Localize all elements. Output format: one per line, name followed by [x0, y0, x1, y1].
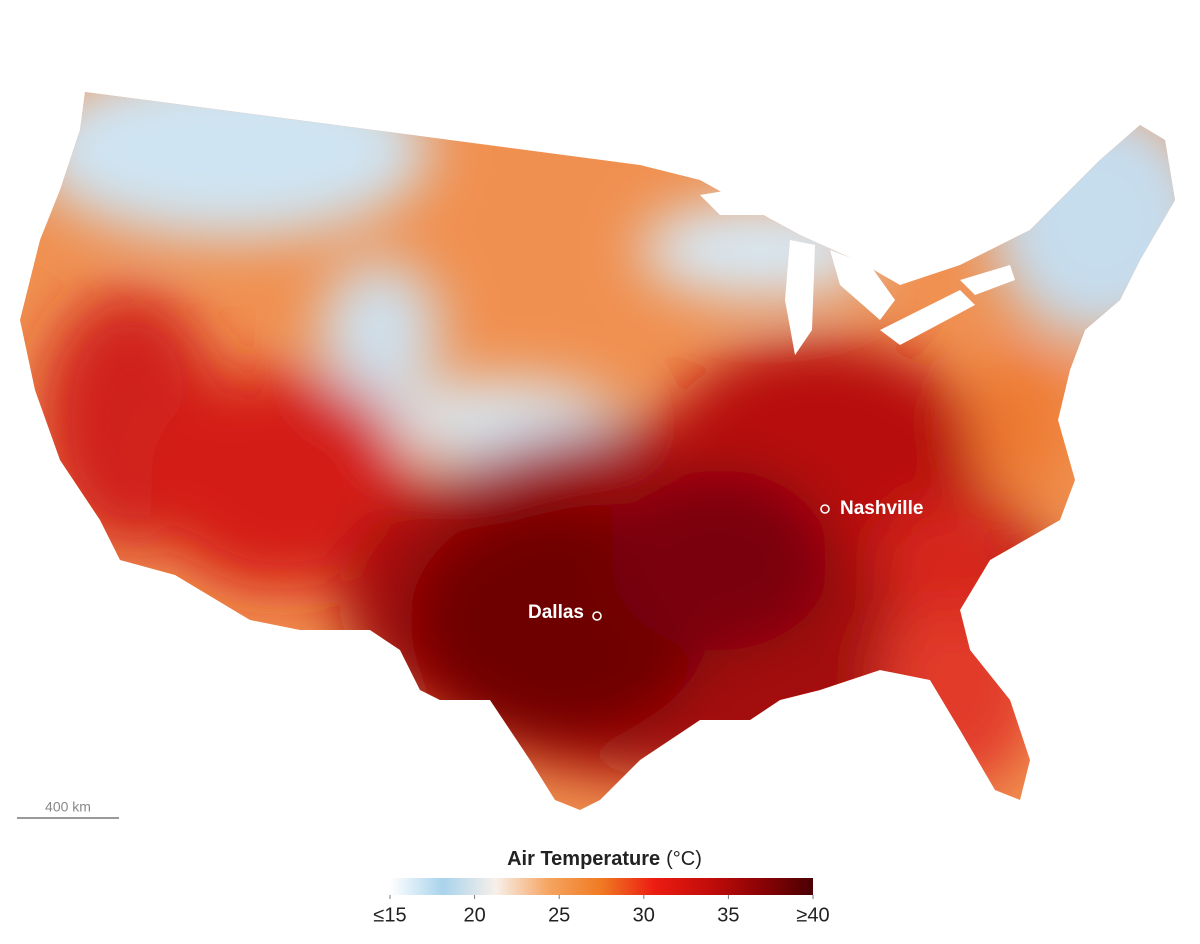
- city-marker: [820, 504, 830, 514]
- colorbar-tick-label: 25: [548, 904, 570, 926]
- city-label: Nashville: [840, 498, 923, 519]
- city-markers: [592, 504, 830, 621]
- colorbar: [390, 878, 813, 895]
- legend-title: Air Temperature (°C): [507, 848, 702, 870]
- legend-unit: (°C): [666, 848, 702, 870]
- colorbar-tick-label: ≥40: [796, 904, 829, 926]
- colorbar-tick-label: 20: [463, 904, 485, 926]
- city-label: Dallas: [528, 602, 584, 623]
- city-marker: [592, 611, 602, 621]
- colorbar-tick-label: ≤15: [373, 904, 406, 926]
- colorbar-tick-label: 30: [633, 904, 655, 926]
- legend-title-text: Air Temperature: [507, 848, 660, 870]
- scale-label: 400 km: [45, 799, 91, 815]
- great-lakes: [700, 185, 1015, 355]
- temperature-field: [20, 92, 1175, 810]
- colorbar-tick-label: 35: [717, 904, 739, 926]
